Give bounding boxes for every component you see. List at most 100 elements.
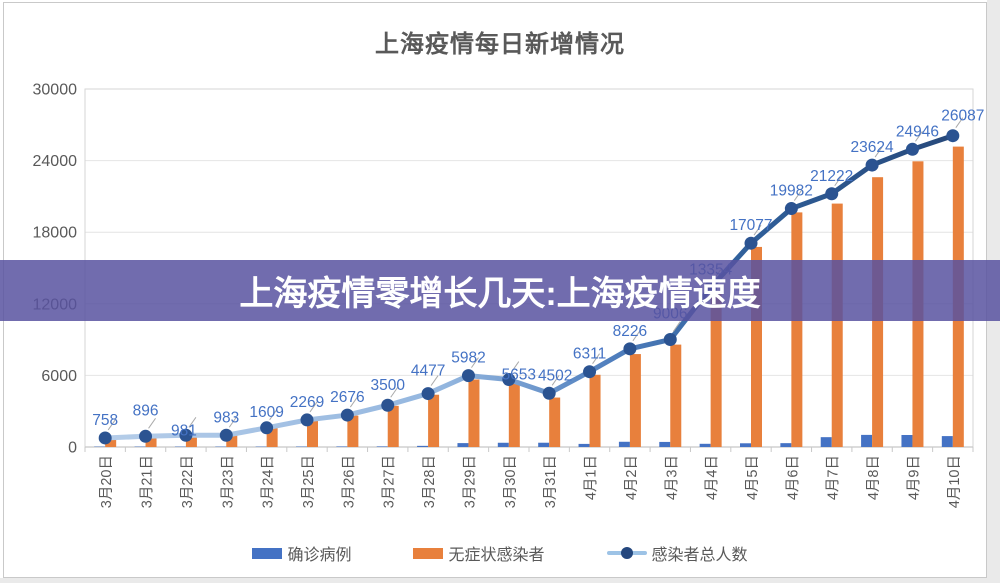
data-label: 6311 — [573, 346, 606, 363]
bar-confirmed — [740, 443, 751, 447]
y-axis-tick-label: 24000 — [33, 153, 78, 170]
data-label: 2269 — [290, 394, 324, 411]
line-point — [865, 158, 879, 172]
line-point — [946, 129, 960, 143]
x-axis-date-label: 4月1日 — [584, 455, 600, 500]
bar-asymptomatic — [508, 383, 520, 447]
line-point — [825, 187, 839, 201]
label-leader-tick — [430, 375, 439, 386]
data-label: 23624 — [851, 139, 894, 156]
line-point — [98, 431, 112, 445]
data-label: 17077 — [729, 217, 772, 234]
label-leader-tick — [915, 131, 923, 142]
line-point — [502, 373, 516, 387]
bar-asymptomatic — [226, 435, 238, 447]
line-point — [260, 421, 274, 435]
bar-asymptomatic — [670, 344, 682, 447]
x-axis-date-label: 3月23日 — [220, 455, 236, 508]
label-leader-tick — [753, 224, 762, 236]
bar-asymptomatic — [710, 290, 722, 447]
data-label: 8226 — [613, 323, 647, 340]
x-axis-date-label: 3月28日 — [422, 455, 438, 508]
label-leader-tick — [107, 419, 116, 431]
data-label: 758 — [92, 412, 118, 429]
legend: 确诊病例 无症状感染者 感染者总人数 — [0, 541, 1000, 565]
x-axis-date-label: 3月25日 — [301, 455, 317, 508]
data-label: 1609 — [249, 404, 283, 421]
label-leader-tick — [511, 361, 520, 372]
label-leader-tick — [471, 357, 479, 368]
label-leader-tick — [592, 353, 600, 364]
chart-title: 上海疫情每日新增情况 — [375, 31, 625, 58]
confirmed-swatch-icon — [252, 547, 283, 559]
bar-confirmed — [861, 434, 873, 447]
data-label: 3500 — [370, 377, 405, 394]
line-point — [381, 398, 395, 412]
y-axis-tick-label: 0 — [68, 440, 77, 457]
label-leader-tick — [269, 409, 278, 421]
label-leader-tick — [874, 146, 883, 158]
label-leader-tick — [834, 175, 843, 187]
x-axis-date-label: 4月2日 — [624, 455, 640, 500]
x-axis-date-label: 3月30日 — [503, 455, 519, 508]
legend-item-total: 感染者总人数 — [606, 541, 748, 565]
line-point — [461, 369, 475, 383]
line-point — [583, 365, 597, 379]
x-axis-date-label: 3月20日 — [99, 455, 115, 508]
x-axis-date-label: 3月31日 — [543, 455, 559, 508]
bar-asymptomatic — [105, 438, 117, 447]
y-axis-tick-label: 6000 — [41, 368, 77, 385]
data-label: 19982 — [770, 183, 813, 200]
line-point — [623, 342, 637, 356]
bar-asymptomatic — [428, 394, 440, 447]
line-point — [421, 387, 435, 401]
line-point — [300, 413, 314, 427]
line-point — [542, 386, 556, 400]
bar-confirmed — [497, 442, 509, 447]
x-axis-date-label: 4月4日 — [705, 455, 721, 500]
bar-confirmed — [901, 434, 913, 447]
bar-asymptomatic — [347, 415, 359, 447]
line-point — [784, 202, 798, 216]
legend-item-asymptomatic: 无症状感染者 — [413, 541, 545, 565]
x-axis-date-label: 3月21日 — [140, 455, 156, 508]
label-leader-tick — [672, 321, 681, 332]
bar-asymptomatic — [831, 203, 843, 447]
bar-confirmed — [659, 441, 671, 447]
bar-asymptomatic — [266, 428, 278, 447]
data-label: 26087 — [941, 108, 984, 125]
legend-item-confirmed: 确诊病例 — [252, 541, 351, 565]
bar-asymptomatic — [387, 405, 399, 447]
label-leader-tick — [188, 417, 197, 428]
x-axis-date-label: 3月27日 — [382, 455, 398, 508]
x-axis-date-label: 4月5日 — [745, 455, 761, 500]
total-line — [102, 133, 956, 441]
data-label: 24946 — [896, 123, 939, 140]
headline-text: 上海疫情零增长几天:上海疫情速度 — [239, 275, 761, 313]
bar-asymptomatic — [629, 354, 641, 447]
bar-confirmed — [618, 441, 630, 447]
bar-confirmed — [820, 437, 832, 447]
bar-confirmed — [780, 443, 792, 447]
legend-label-total: 感染者总人数 — [651, 547, 748, 564]
line-point — [179, 428, 193, 442]
data-label: 983 — [213, 409, 239, 426]
bar-asymptomatic — [185, 435, 197, 447]
label-leader-tick — [228, 416, 237, 428]
x-axis-date-label: 4月3日 — [664, 455, 680, 500]
x-axis-date-label: 3月22日 — [180, 455, 196, 508]
line-point — [663, 333, 677, 347]
bar-confirmed — [376, 446, 388, 447]
x-axis-date-label: 4月8日 — [866, 455, 882, 500]
page-margin-bottom — [0, 578, 1000, 583]
line-point — [340, 408, 354, 422]
label-leader-tick — [955, 117, 964, 128]
bar-confirmed — [417, 445, 429, 447]
label-leader-tick — [390, 386, 399, 398]
bar-asymptomatic — [791, 212, 803, 447]
x-axis-date-label: 3月29日 — [462, 455, 478, 508]
legend-label-asymptomatic: 无症状感染者 — [448, 547, 545, 564]
data-label: 21222 — [810, 168, 853, 185]
y-axis-tick-label: 30000 — [33, 82, 78, 99]
label-leader-tick — [309, 401, 318, 413]
